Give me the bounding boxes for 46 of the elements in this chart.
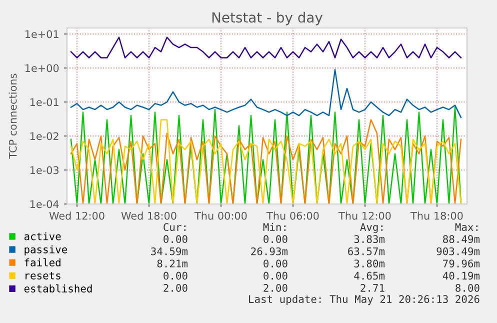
y-tick-label: 1e+00	[25, 64, 59, 72]
text: 3.83m	[354, 235, 385, 244]
text: 8.21m	[157, 260, 188, 268]
text: 34.59m	[151, 247, 188, 256]
text: 2.00	[264, 284, 288, 292]
text: 0.00	[164, 235, 188, 244]
y-tick-label: 1e-02	[30, 132, 58, 140]
x-tick-label: Thu 18:00	[410, 212, 463, 220]
text: 88.49m	[443, 235, 480, 244]
x-tick-label: Thu 00:00	[194, 212, 247, 220]
text: 2.71	[360, 284, 384, 292]
legend-label: established	[24, 284, 92, 292]
text: Cur:	[164, 223, 186, 232]
text: 2.00	[164, 284, 188, 292]
x-tick-label: Wed 18:00	[121, 212, 176, 220]
text: 4.65m	[354, 272, 385, 280]
legend-label: passive	[24, 245, 68, 256]
legend-label: failed	[24, 258, 60, 266]
text: Avg:	[360, 223, 382, 234]
text: 63.57m	[348, 247, 385, 256]
chart-title: Netstat - by day	[212, 12, 323, 26]
legend-label: resets	[26, 272, 60, 280]
x-tick-label: Thu 12:00	[338, 212, 391, 220]
legend-label: active	[24, 232, 61, 240]
y-tick-label: 1e-04	[30, 200, 59, 208]
text: 0.00	[264, 260, 288, 268]
line-series	[70, 68, 462, 118]
text: Max:	[455, 223, 478, 232]
line-series	[70, 36, 462, 58]
text: 8.00	[456, 284, 480, 292]
y-axis-title: TCP connections	[8, 74, 17, 159]
y-tick-label: 1e-03	[30, 166, 59, 174]
text: 79.96m	[443, 260, 480, 268]
x-tick-label: Thu 06:00	[266, 212, 319, 220]
text: 40.19m	[442, 272, 480, 280]
text: Last update: Thu May 21 20:26:13 2026	[249, 294, 480, 306]
text: Min:	[263, 222, 286, 231]
y-tick-label: 1e+01	[25, 30, 58, 38]
text: 0.00	[164, 272, 188, 280]
y-tick-label: 1e-01	[30, 98, 58, 106]
text: 3.80m	[354, 260, 385, 268]
x-tick-label: Wed 12:00	[49, 212, 104, 220]
text: 0.00	[264, 272, 288, 280]
text: 903.49m	[436, 247, 480, 256]
text: 26.93m	[251, 247, 288, 256]
text: 0.00	[264, 235, 288, 244]
